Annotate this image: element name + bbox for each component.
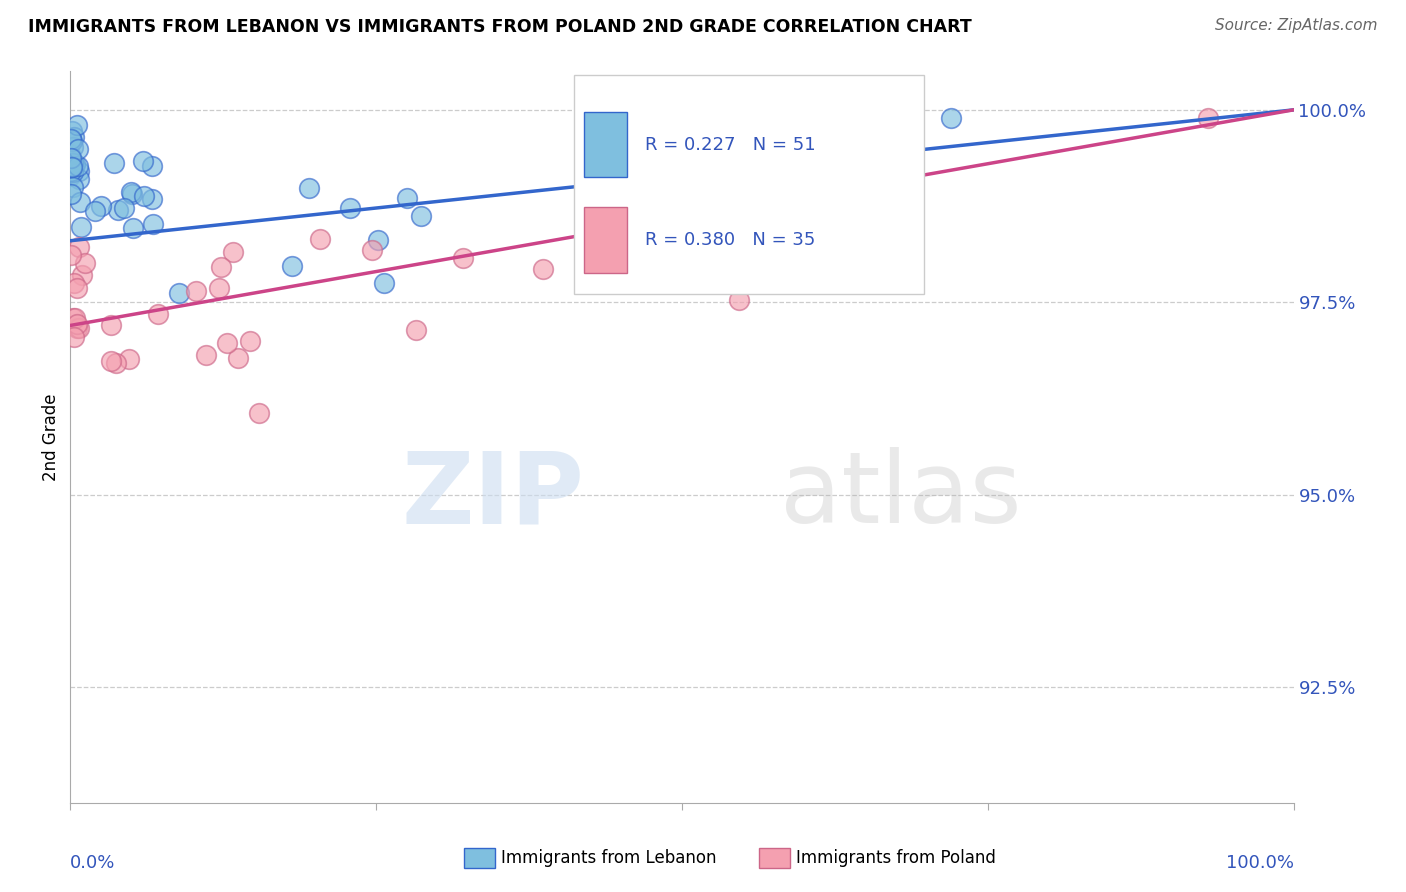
Point [60, 160, 83, 174]
Point [107, 202, 129, 217]
Point [63, 311, 86, 326]
Point [939, 111, 962, 125]
Point [100, 318, 122, 332]
Point [60, 161, 83, 175]
Point [59, 187, 82, 202]
Point [817, 118, 839, 132]
Point [66, 119, 89, 133]
Point [60, 151, 83, 165]
Point [67, 163, 90, 178]
Point [531, 262, 554, 277]
Point [451, 251, 474, 265]
Text: R = 0.227   N = 51: R = 0.227 N = 51 [645, 136, 815, 153]
Point [66, 317, 89, 331]
Point [90, 199, 112, 213]
Point [60, 124, 83, 138]
Point [70, 268, 93, 282]
Point [141, 192, 163, 206]
Point [167, 286, 190, 301]
Point [73, 255, 96, 269]
Point [62, 180, 84, 194]
Point [100, 353, 122, 368]
Point [208, 281, 231, 295]
Point [339, 202, 361, 216]
Text: Source: ZipAtlas.com: Source: ZipAtlas.com [1215, 18, 1378, 33]
Point [105, 356, 128, 370]
Point [132, 154, 155, 169]
Point [59, 132, 82, 146]
Point [60, 160, 83, 174]
Point [60, 134, 83, 148]
Point [69, 195, 91, 210]
Point [65, 157, 87, 171]
Point [59, 169, 82, 183]
Point [409, 209, 432, 223]
Point [238, 334, 260, 348]
Point [141, 160, 163, 174]
FancyBboxPatch shape [574, 75, 924, 294]
Point [62, 154, 84, 169]
Text: IMMIGRANTS FROM LEBANON VS IMMIGRANTS FROM POLAND 2ND GRADE CORRELATION CHART: IMMIGRANTS FROM LEBANON VS IMMIGRANTS FR… [28, 18, 972, 36]
Point [226, 351, 249, 365]
Point [367, 233, 389, 247]
Point [118, 351, 141, 366]
Point [63, 130, 86, 145]
Point [361, 243, 384, 257]
Point [281, 259, 304, 273]
Point [67, 239, 90, 253]
Point [209, 260, 232, 275]
Point [120, 185, 142, 199]
Point [298, 180, 321, 194]
Point [84, 203, 107, 218]
Point [60, 164, 83, 178]
Point [59, 248, 82, 262]
FancyBboxPatch shape [583, 207, 627, 273]
Point [103, 156, 125, 170]
Text: atlas: atlas [780, 447, 1021, 544]
Point [59, 146, 82, 161]
Point [142, 217, 165, 231]
Point [405, 322, 427, 336]
FancyBboxPatch shape [583, 112, 627, 178]
Point [62, 139, 84, 153]
Y-axis label: 2nd Grade: 2nd Grade [42, 393, 60, 481]
Point [1197, 111, 1219, 125]
Point [69, 220, 91, 235]
Point [67, 320, 90, 334]
Point [247, 406, 270, 420]
Point [63, 330, 86, 344]
Point [62, 156, 84, 170]
Text: ZIP: ZIP [401, 447, 583, 544]
Point [728, 293, 751, 308]
Text: Immigrants from Lebanon: Immigrants from Lebanon [501, 849, 716, 867]
Point [112, 201, 135, 215]
Text: R = 0.380   N = 35: R = 0.380 N = 35 [645, 231, 815, 249]
Point [703, 244, 725, 259]
Point [308, 232, 330, 246]
Point [62, 310, 84, 325]
Point [66, 159, 89, 173]
Point [217, 336, 239, 351]
Point [62, 277, 84, 291]
Point [132, 189, 155, 203]
Text: Immigrants from Poland: Immigrants from Poland [796, 849, 995, 867]
Point [221, 244, 243, 259]
Point [66, 280, 89, 294]
Point [373, 276, 395, 290]
Point [62, 165, 84, 179]
Point [395, 191, 418, 205]
Point [146, 307, 169, 321]
Point [121, 220, 143, 235]
Point [66, 321, 89, 335]
Point [67, 172, 90, 186]
Point [67, 142, 90, 156]
Text: 100.0%: 100.0% [1226, 854, 1294, 872]
Point [194, 348, 217, 362]
Point [59, 164, 82, 178]
Point [186, 284, 208, 298]
Point [121, 187, 143, 202]
Text: 0.0%: 0.0% [70, 854, 115, 872]
